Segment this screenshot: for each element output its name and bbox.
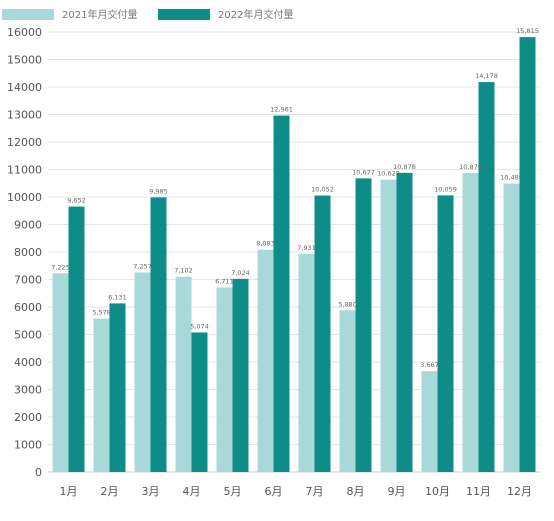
data-label-2022-9: 10,878 <box>393 163 416 171</box>
bar-2022-7 <box>314 195 331 472</box>
x-tick-label: 9月 <box>388 485 406 498</box>
data-label-2021-2: 5,578 <box>92 309 111 317</box>
y-tick-label: 11000 <box>7 164 42 177</box>
bar-2021-1 <box>52 273 69 472</box>
data-label-2021-12: 10,489 <box>500 174 523 182</box>
data-label-2021-11: 10,878 <box>459 163 482 171</box>
y-tick-label: 8000 <box>14 246 42 259</box>
bar-2021-3 <box>134 272 151 472</box>
data-label-2022-1: 9,652 <box>67 197 86 205</box>
y-tick-label: 15000 <box>7 54 42 67</box>
data-label-2022-7: 10,052 <box>311 186 334 194</box>
y-tick-label: 12000 <box>7 136 42 149</box>
data-label-2022-10: 10,059 <box>434 185 457 193</box>
bar-2022-11 <box>478 82 495 472</box>
y-tick-label: 2000 <box>14 411 42 424</box>
x-tick-label: 3月 <box>142 485 160 498</box>
x-axis: 1月 2月 3月 4月 5月 6月 7月 8月 9月 10月 11月 12月 <box>60 485 533 498</box>
y-tick-label: 0 <box>35 466 42 479</box>
y-tick-label: 5000 <box>14 329 42 342</box>
bar-2022-8 <box>355 178 372 472</box>
y-axis: 0 1000 2000 3000 4000 5000 6000 7000 8000 9000 100… <box>7 26 540 479</box>
x-tick-label: 7月 <box>306 485 324 498</box>
bar-2021-2 <box>93 318 110 472</box>
bar-2021-6 <box>257 249 274 472</box>
data-label-2022-3: 9,985 <box>149 187 168 195</box>
y-tick-label: 1000 <box>14 439 42 452</box>
y-tick-label: 4000 <box>14 356 42 369</box>
y-tick-label: 3000 <box>14 384 42 397</box>
legend: 2021年月交付量 2022年月交付量 <box>2 8 293 21</box>
data-label-2021-3: 7,257 <box>133 262 152 270</box>
data-label-2021-10: 3,667 <box>420 361 439 369</box>
data-label-2021-7: 7,931 <box>297 244 316 252</box>
bar-2022-6 <box>273 115 290 472</box>
y-tick-label: 13000 <box>7 109 42 122</box>
grid-lines <box>48 31 540 473</box>
data-label-2022-11: 14,178 <box>475 72 498 80</box>
x-tick-label: 4月 <box>183 485 201 498</box>
data-label-2021-8: 5,880 <box>338 300 357 308</box>
x-tick-label: 2月 <box>101 485 119 498</box>
data-label-2021-4: 7,102 <box>174 267 193 275</box>
data-labels: 7,225 9,652 5,578 6,131 7,257 9,985 7,102 5,074… <box>51 27 539 369</box>
data-label-2022-8: 10,677 <box>352 168 375 176</box>
data-label-2021-5: 6,711 <box>215 277 234 285</box>
legend-swatch-2022 <box>158 9 210 20</box>
bar-2022-2 <box>109 303 126 472</box>
bar-2021-5 <box>216 287 233 472</box>
data-label-2022-12: 15,815 <box>516 27 539 35</box>
x-tick-label: 5月 <box>224 485 242 498</box>
bar-2022-5 <box>232 278 249 472</box>
x-tick-label: 12月 <box>507 485 532 498</box>
x-tick-label: 1月 <box>60 485 78 498</box>
bar-2021-11 <box>462 172 479 473</box>
bars <box>52 37 536 473</box>
bar-2021-10 <box>421 371 438 472</box>
bar-2021-7 <box>298 253 315 472</box>
y-tick-label: 7000 <box>14 274 42 287</box>
data-label-2022-2: 6,131 <box>108 293 127 301</box>
x-tick-label: 8月 <box>347 485 365 498</box>
legend-label-2021: 2021年月交付量 <box>62 8 137 21</box>
x-tick-label: 6月 <box>265 485 283 498</box>
data-label-2022-5: 7,024 <box>231 269 250 277</box>
legend-swatch-2021 <box>2 9 54 20</box>
data-label-2021-6: 8,083 <box>256 240 275 248</box>
y-tick-label: 16000 <box>7 26 42 39</box>
bar-2021-12 <box>503 183 520 473</box>
bar-2021-8 <box>339 310 356 472</box>
y-tick-label: 9000 <box>14 219 42 232</box>
y-tick-label: 10000 <box>7 191 42 204</box>
data-label-2022-4: 5,074 <box>190 322 209 330</box>
x-tick-label: 11月 <box>466 485 491 498</box>
bar-2022-1 <box>68 206 85 472</box>
y-tick-label: 6000 <box>14 301 42 314</box>
legend-label-2022: 2022年月交付量 <box>218 8 293 21</box>
bar-2022-9 <box>396 172 413 473</box>
data-label-2022-6: 12,961 <box>270 106 293 114</box>
bar-2021-4 <box>175 276 192 472</box>
data-label-2021-1: 7,225 <box>51 263 70 271</box>
y-tick-label: 14000 <box>7 81 42 94</box>
data-label-2021-9: 10,628 <box>377 170 400 178</box>
bar-2021-9 <box>380 179 397 473</box>
bar-2022-4 <box>191 332 208 472</box>
bar-2022-12 <box>519 37 536 473</box>
bar-2022-3 <box>150 197 167 472</box>
x-tick-label: 10月 <box>425 485 450 498</box>
bar-2022-10 <box>437 195 454 472</box>
